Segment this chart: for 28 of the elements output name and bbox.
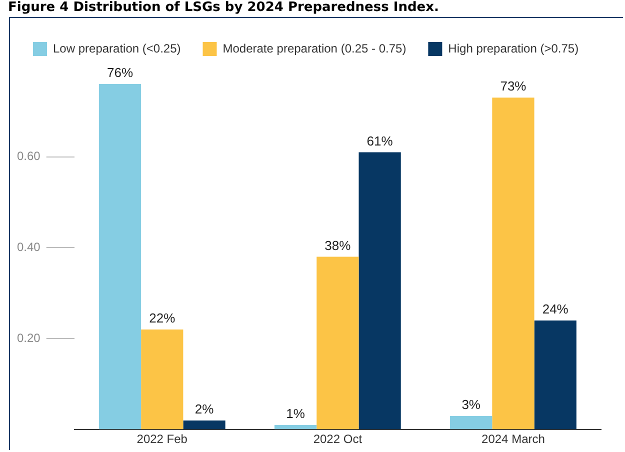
data-label: 38% (324, 238, 352, 253)
bar (274, 425, 317, 430)
data-label: 2% (194, 402, 214, 417)
y-tick-label: 0.20 (16, 330, 41, 345)
data-label: 61% (366, 133, 394, 148)
chart-title: Figure 4 Distribution of LSGs by 2024 Preparedness Index. (8, 0, 439, 15)
bar (492, 98, 534, 430)
data-label: 22% (149, 310, 176, 326)
data-label: 3% (462, 397, 481, 412)
data-label: 24% (542, 302, 569, 317)
legend-label: High preparation (>0.75) (448, 41, 579, 56)
data-label: 73% (500, 78, 527, 94)
bar (316, 256, 359, 430)
y-tick-label: 0.40 (16, 240, 41, 254)
bar (98, 84, 142, 430)
x-tick-label: 2022 Oct (313, 432, 363, 446)
legend-label: Low preparation (<0.25) (53, 41, 181, 56)
x-tick-label: 2024 March (482, 432, 545, 446)
data-label: 76% (106, 65, 134, 80)
bar (358, 152, 401, 430)
y-tick-label: 0.60 (16, 149, 41, 164)
bar (534, 320, 576, 430)
bar (183, 420, 226, 430)
bar (141, 330, 184, 430)
legend-label: Moderate preparation (0.25 - 0.75) (222, 41, 406, 56)
x-tick-label: 2022 Feb (136, 432, 188, 446)
bar (450, 416, 492, 430)
data-label: 1% (286, 406, 306, 422)
